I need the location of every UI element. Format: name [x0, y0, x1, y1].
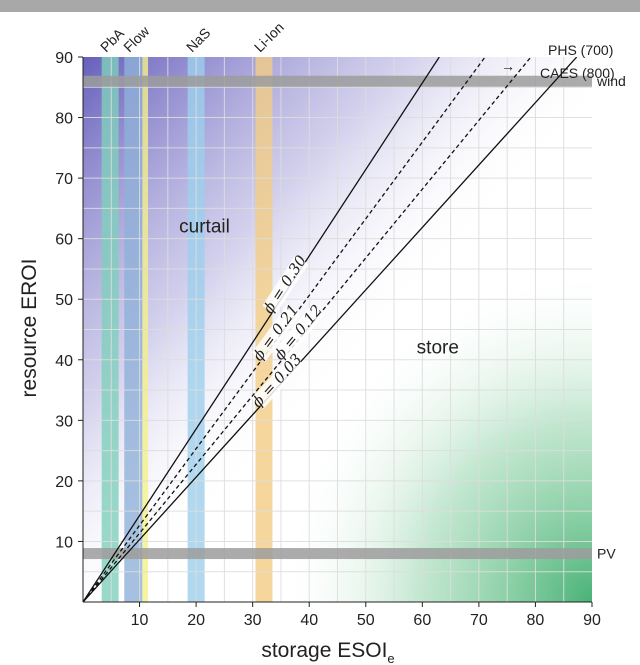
axes — [82, 57, 592, 603]
region-label-curtail: curtail — [179, 217, 230, 238]
x-axis-label-main: storage ESOI — [261, 639, 387, 662]
y-tick-label-90: 90 — [55, 50, 73, 67]
tech-label-nas: NaS — [183, 25, 214, 56]
region-label-store: store — [417, 338, 459, 359]
x-tick-label-10: 10 — [131, 612, 149, 629]
x-axis-label: storage ESOIe — [261, 639, 394, 665]
y-tick-label-10: 10 — [55, 534, 73, 551]
offscale-arrow: → — [501, 58, 515, 74]
x-tick-label-20: 20 — [187, 612, 205, 629]
resource-band-0 — [83, 75, 592, 87]
x-tick-label-30: 30 — [244, 612, 262, 629]
y-axis-label: resource EROI — [18, 259, 41, 398]
offscale-label-1: CAES (800) — [540, 65, 615, 81]
y-tick-label-20: 20 — [55, 474, 73, 491]
resource-band-1 — [83, 548, 592, 560]
y-tick-label-60: 60 — [55, 232, 73, 249]
y-tick-label-30: 30 — [55, 413, 73, 430]
tick-labels: 10 20 30 40 50 60 70 80 90 10 20 30 40 50 60 70 80 90 — [55, 50, 601, 629]
phi-label-bg-1 — [252, 304, 301, 363]
y-tick-label-40: 40 — [55, 353, 73, 370]
x-tick-label-70: 70 — [470, 612, 488, 629]
phi-label-bg-0 — [262, 255, 309, 315]
y-tick-label-50: 50 — [55, 292, 73, 309]
resource-label-pv: PV — [597, 546, 616, 562]
x-axis-label-subscript: e — [387, 651, 394, 665]
resource-label-wind: wind — [596, 73, 626, 89]
x-tick-label-50: 50 — [357, 612, 375, 629]
y-tick-label-70: 70 — [55, 171, 73, 188]
offscale-label-0: PHS (700) — [548, 42, 613, 58]
tech-label-flow: Flow — [120, 22, 153, 55]
y-tick-label-80: 80 — [55, 111, 73, 128]
phi-line-3 — [83, 57, 578, 602]
x-tick-label-40: 40 — [300, 612, 318, 629]
phi-label-bg-3 — [251, 353, 304, 409]
phi-label-bg-2 — [273, 304, 325, 362]
top-border — [0, 0, 640, 12]
x-tick-label-90: 90 — [583, 612, 601, 629]
phi-line-0 — [83, 57, 440, 602]
tech-label-li-ion: Li-Ion — [251, 19, 287, 55]
grid — [83, 57, 592, 602]
x-tick-label-60: 60 — [413, 612, 431, 629]
resource-bands — [83, 75, 592, 560]
x-tick-label-80: 80 — [527, 612, 545, 629]
